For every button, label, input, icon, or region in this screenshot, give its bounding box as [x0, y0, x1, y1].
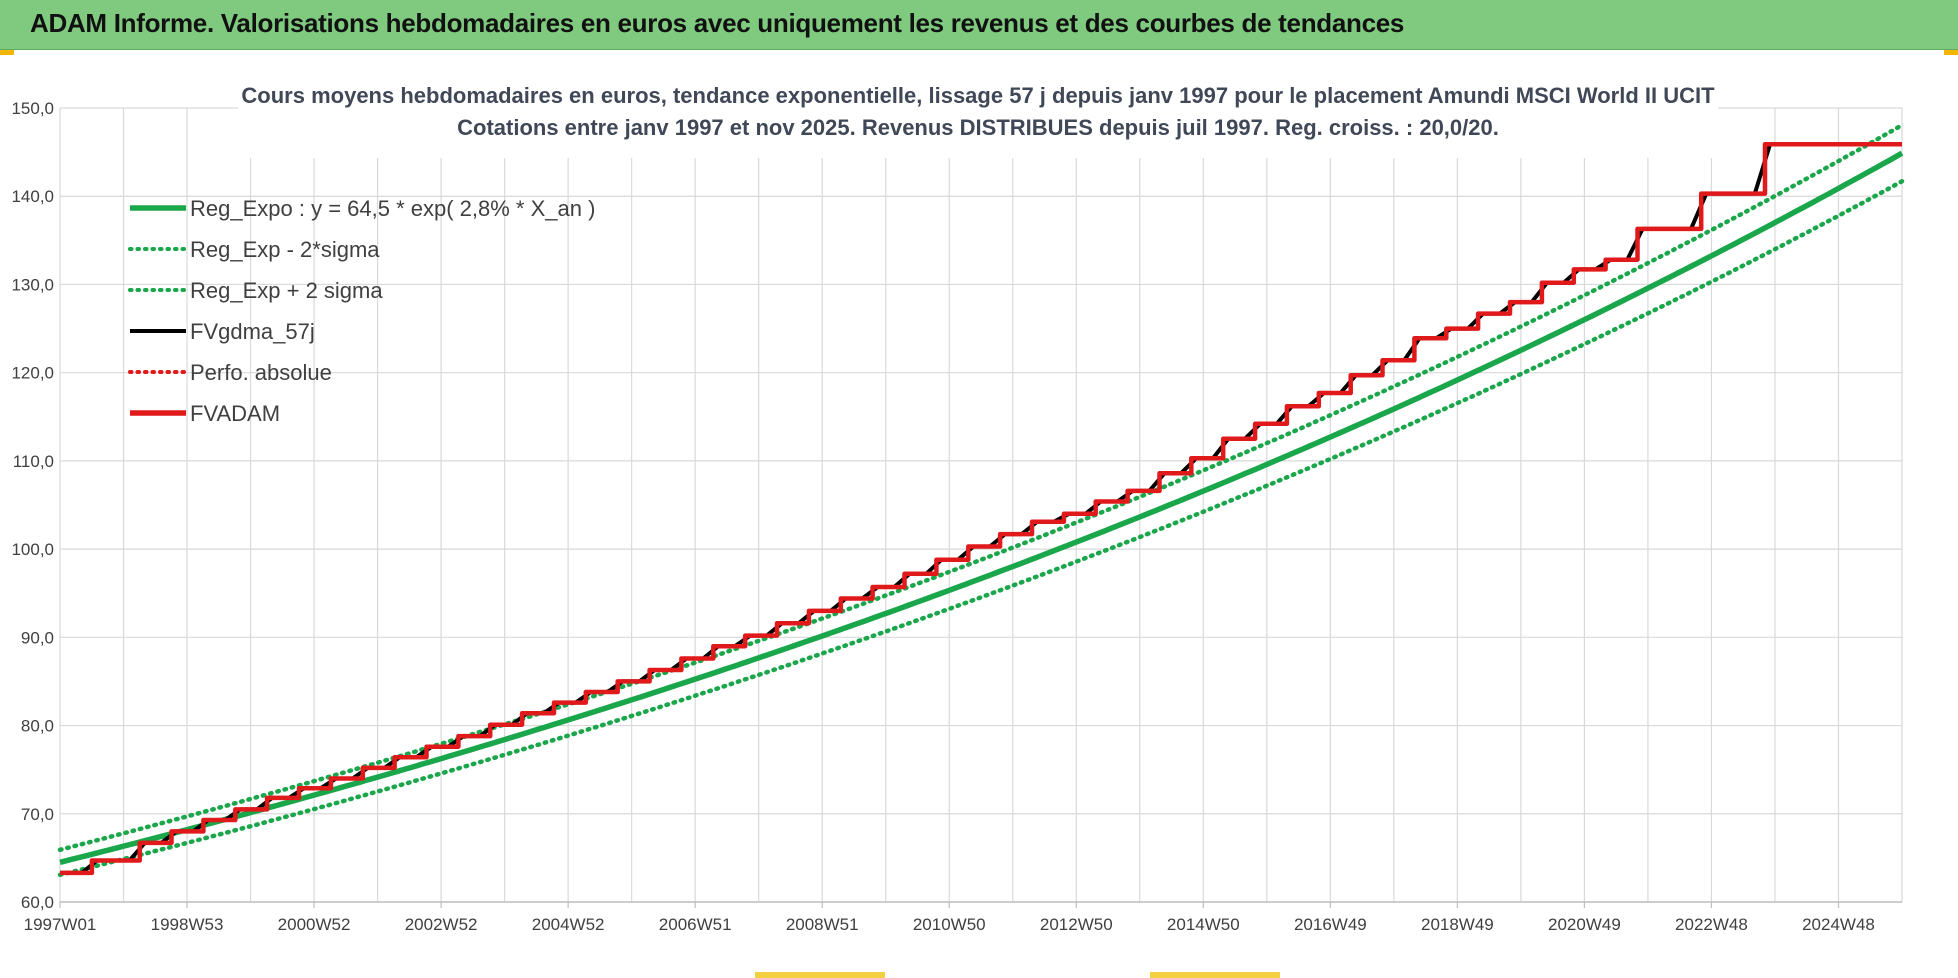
y-tick-label: 100,0	[11, 540, 54, 559]
x-tick-label: 2024W48	[1802, 915, 1875, 934]
x-tick-label: 2016W49	[1294, 915, 1367, 934]
legend-label: Perfo. absolue	[190, 360, 332, 385]
y-tick-label: 60,0	[21, 893, 54, 912]
y-tick-label: 80,0	[21, 717, 54, 736]
y-tick-label: 120,0	[11, 364, 54, 383]
series-line-reg-exp-minus-2sigma	[57, 179, 1905, 878]
y-tick-label: 110,0	[13, 452, 54, 471]
x-tick-label: 2014W50	[1167, 915, 1240, 934]
y-tick-label: 130,0	[11, 275, 54, 294]
legend-label: FVADAM	[190, 401, 280, 426]
legend-label: Reg_Exp + 2 sigma	[190, 278, 383, 303]
y-tick-label: 140,0	[11, 187, 54, 206]
y-tick-label: 70,0	[21, 805, 54, 824]
chart: 60,0 70,0 80,0 90,0 100,0 110,0 120,0 130,0 140,…	[11, 82, 1905, 934]
legend-label: FVgdma_57j	[190, 319, 315, 344]
y-axis: 60,0 70,0 80,0 90,0 100,0 110,0 120,0 130,0 140,…	[11, 99, 54, 912]
series-line-fvadam	[60, 141, 1902, 876]
x-tick-label: 2020W49	[1548, 915, 1621, 934]
chart-title: Cours moyens hebdomadaires en euros, ten…	[241, 83, 1715, 108]
x-tick-label: 2006W51	[659, 915, 732, 934]
x-tick-label: 2018W49	[1421, 915, 1494, 934]
chart-title-background	[238, 82, 1718, 158]
x-tick-label: 2000W52	[278, 915, 351, 934]
y-tick-label: 90,0	[21, 628, 54, 647]
chart-subtitle: Cotations entre janv 1997 et nov 2025. R…	[457, 115, 1499, 140]
header-bar: ADAM Informe. Valorisations hebdomadaire…	[0, 0, 1958, 50]
sheet-tab-marker[interactable]	[1150, 972, 1280, 978]
x-tick-label: 2002W52	[405, 915, 478, 934]
x-tick-label: 1997W01	[24, 915, 97, 934]
corner-marker-left	[0, 50, 14, 55]
legend-label: Reg_Exp - 2*sigma	[190, 237, 380, 262]
series-layer	[57, 122, 1905, 878]
page-title: ADAM Informe. Valorisations hebdomadaire…	[30, 8, 1405, 38]
x-tick-label: 2010W50	[913, 915, 986, 934]
x-axis: 1997W01 1998W53 2000W52 2002W52 2004W52 2006W…	[24, 902, 1875, 934]
sheet-tab-marker[interactable]	[755, 972, 885, 978]
x-tick-label: 2004W52	[532, 915, 605, 934]
legend: Reg_Expo : y = 64,5 * exp( 2,8% * X_an )…	[128, 196, 595, 426]
x-tick-label: 2008W51	[786, 915, 859, 934]
series-line-reg-exp-plus-2sigma	[57, 122, 1905, 853]
x-tick-label: 1998W53	[151, 915, 224, 934]
series-line-reg-expo	[59, 150, 1904, 865]
corner-marker-right	[1944, 50, 1958, 55]
x-tick-label: 2022W48	[1675, 915, 1748, 934]
chart-grid	[59, 107, 1903, 903]
legend-label: Reg_Expo : y = 64,5 * exp( 2,8% * X_an )	[190, 196, 595, 221]
y-tick-label: 150,0	[11, 99, 54, 118]
bottom-tab-strip	[0, 972, 1958, 978]
x-tick-label: 2012W50	[1040, 915, 1113, 934]
